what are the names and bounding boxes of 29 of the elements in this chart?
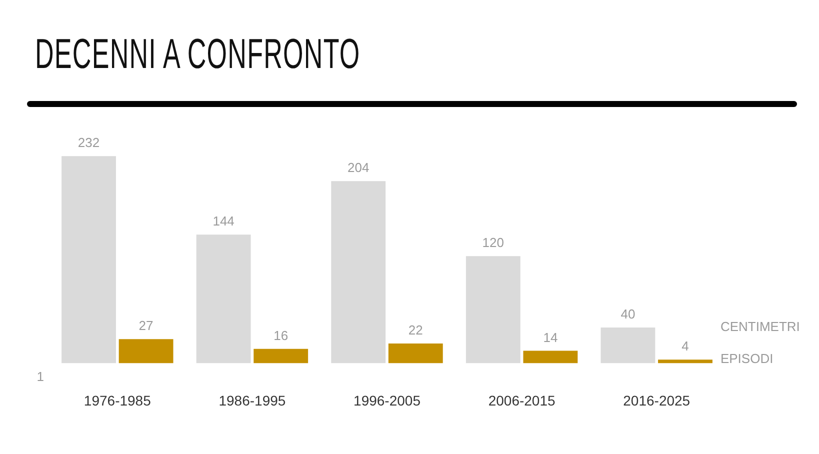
bar: [466, 256, 520, 364]
data-label: 4: [682, 338, 689, 354]
chart-title: DECENNI A CONFRONTO: [35, 30, 360, 78]
x-tick-label: 2006-2015: [488, 392, 556, 408]
bar: [118, 339, 174, 364]
data-label: 16: [274, 328, 288, 343]
bar: [388, 344, 443, 364]
x-tick-label: 1976-1985: [84, 392, 152, 408]
bar: [62, 156, 116, 364]
text: CENTIMETRI: [720, 319, 800, 334]
bar: [331, 181, 386, 364]
x-tick-label: 1986-1995: [218, 392, 286, 408]
data-label: 204: [348, 160, 370, 176]
data-label: 40: [620, 306, 636, 322]
x-tick-label: 2016-2025: [623, 392, 690, 408]
data-label: 120: [482, 235, 504, 250]
bar: [254, 348, 308, 364]
text: 1: [36, 368, 44, 384]
data-label: 14: [543, 330, 558, 345]
bar: [196, 234, 251, 364]
x-tick-label: 1996-2005: [354, 392, 421, 408]
data-label: 144: [212, 214, 234, 229]
bar: [658, 360, 712, 364]
data-label: 22: [408, 322, 423, 338]
data-label: 232: [78, 135, 100, 150]
data-label: 27: [138, 318, 154, 334]
series-label: EPISODI: [720, 351, 774, 366]
bar: [600, 327, 656, 364]
bar: [523, 350, 578, 364]
